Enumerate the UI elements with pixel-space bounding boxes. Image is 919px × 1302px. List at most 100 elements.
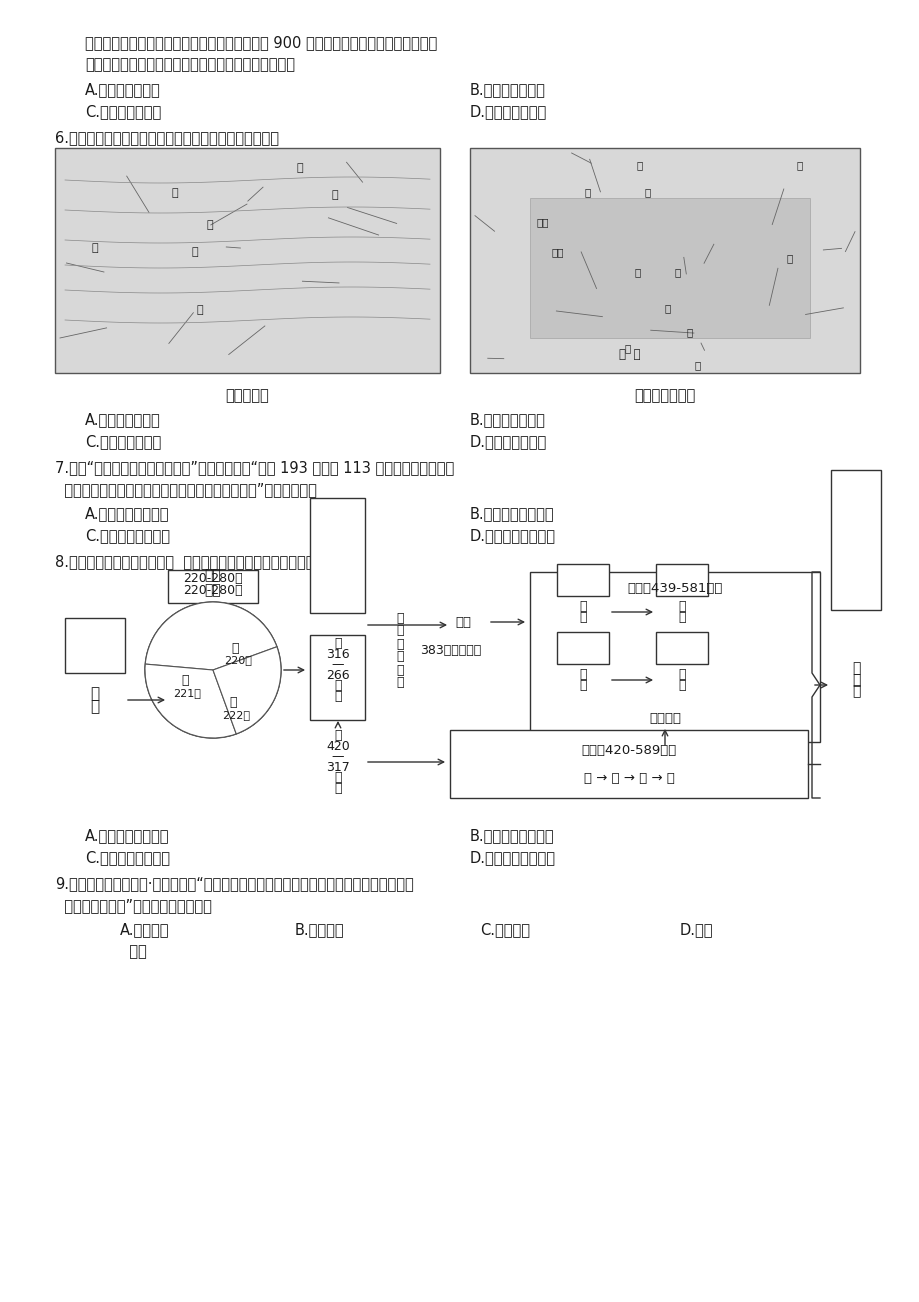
Text: 代: 代 bbox=[636, 160, 642, 171]
Text: 齐: 齐 bbox=[677, 600, 685, 613]
Text: 魏: 魏 bbox=[579, 668, 586, 681]
Text: D.穷兵黏武的政策: D.穷兵黏武的政策 bbox=[470, 104, 547, 118]
Text: 上: 上 bbox=[644, 187, 651, 197]
Text: 周: 周 bbox=[677, 668, 685, 681]
Wedge shape bbox=[213, 647, 280, 734]
Wedge shape bbox=[145, 664, 236, 738]
Text: 东: 东 bbox=[579, 611, 586, 624]
Text: D.中央集权面临挑战: D.中央集权面临挑战 bbox=[470, 529, 555, 543]
Text: 长: 长 bbox=[634, 267, 641, 277]
Text: 东: 东 bbox=[90, 699, 99, 713]
Text: 南北对峙: 南北对峙 bbox=[648, 711, 680, 724]
Text: B.豪强把控地方政权: B.豪强把控地方政权 bbox=[470, 506, 554, 521]
Bar bbox=[65, 617, 125, 673]
Text: 北: 北 bbox=[396, 664, 403, 677]
Text: 一: 一 bbox=[851, 661, 859, 676]
Text: 南: 南 bbox=[624, 342, 630, 353]
Text: 7.汉初“私铸錢盛行，錢法很乱。”针对此情况，“自前 193 年至前 113 年，錢法变了九次，: 7.汉初“私铸錢盛行，錢法很乱。”针对此情况，“自前 193 年至前 113 年… bbox=[55, 460, 454, 475]
Text: 魏: 魏 bbox=[207, 220, 213, 230]
Text: 不能济事，成为暴政！据此可知，秦朝灭亡重要因素是: 不能济事，成为暴政！据此可知，秦朝灭亡重要因素是 bbox=[85, 57, 295, 72]
Text: 420: 420 bbox=[325, 740, 349, 753]
Wedge shape bbox=[145, 602, 277, 671]
Text: A.从城市国家到中华: A.从城市国家到中华 bbox=[85, 828, 169, 842]
Text: 方: 方 bbox=[396, 677, 403, 690]
Bar bbox=[311, 497, 365, 612]
Text: 220-280年: 220-280年 bbox=[183, 583, 243, 596]
Text: B.农商皆本: B.农商皆本 bbox=[295, 922, 345, 937]
Text: 383年淧水之战: 383年淧水之战 bbox=[420, 643, 481, 656]
Text: 吴: 吴 bbox=[786, 253, 792, 263]
Text: 三国: 三国 bbox=[204, 568, 221, 582]
Text: C.中华的繁盛与开放: C.中华的繁盛与开放 bbox=[85, 850, 170, 865]
Text: 317: 317 bbox=[325, 760, 349, 773]
Text: 北: 北 bbox=[677, 678, 685, 691]
Text: 221年: 221年 bbox=[173, 687, 200, 698]
Bar bbox=[556, 631, 608, 664]
Text: 北: 北 bbox=[677, 611, 685, 624]
Text: 魏: 魏 bbox=[579, 600, 586, 613]
Text: 北服（439-581年）: 北服（439-581年） bbox=[627, 582, 722, 595]
Text: D.草原征服者的悲歌: D.草原征服者的悲歌 bbox=[470, 850, 555, 865]
Text: A.战国七雄的复国: A.战国七雄的复国 bbox=[85, 411, 161, 427]
Text: 韩: 韩 bbox=[191, 247, 199, 256]
Text: 江: 江 bbox=[664, 303, 670, 312]
Text: 宋 → 齐 → 梁 → 陈: 宋 → 齐 → 梁 → 陈 bbox=[583, 772, 674, 785]
Text: 一: 一 bbox=[396, 651, 403, 664]
Text: C.国家治理的滞后: C.国家治理的滞后 bbox=[85, 104, 161, 118]
Text: B.中华的分裂和扩大: B.中华的分裂和扩大 bbox=[470, 828, 554, 842]
Bar bbox=[655, 631, 708, 664]
Text: 220年: 220年 bbox=[224, 655, 252, 665]
Text: D.郡县制度的废除: D.郡县制度的废除 bbox=[470, 434, 547, 449]
Text: 西: 西 bbox=[334, 690, 341, 703]
Text: 齐: 齐 bbox=[332, 190, 338, 201]
Text: 燕: 燕 bbox=[296, 163, 303, 173]
Text: 9.贾思勰在《齐民要术·序》中说：“舍本逐末，贤哲所非，日富岁贫，饥寒之渐，故商贾之: 9.贾思勰在《齐民要术·序》中说：“舍本逐末，贤哲所非，日富岁贫，饥寒之渐，故商… bbox=[55, 876, 414, 891]
Text: 燕: 燕 bbox=[796, 160, 802, 171]
Text: 战国七雄图: 战国七雄图 bbox=[225, 388, 268, 404]
Text: 统: 统 bbox=[396, 638, 403, 651]
Text: 年: 年 bbox=[334, 637, 341, 650]
Text: 越: 越 bbox=[694, 359, 700, 370]
Text: A.重农抑商: A.重农抑商 bbox=[119, 922, 169, 937]
Circle shape bbox=[145, 602, 280, 738]
Bar bbox=[655, 564, 708, 596]
Text: 秦: 秦 bbox=[92, 243, 98, 253]
Bar bbox=[529, 198, 809, 339]
Text: 沿袭旧制。地处安徽、河南交界的陈胜、吴广等 900 农民北成渔阳，连同往返，非数月: 沿袭旧制。地处安徽、河南交界的陈胜、吴广等 900 农民北成渔阳，连同往返，非数… bbox=[85, 35, 437, 49]
Bar bbox=[311, 634, 365, 720]
Bar bbox=[556, 564, 608, 596]
Text: 西汉初年形势图: 西汉初年形势图 bbox=[634, 388, 695, 404]
Text: 越: 越 bbox=[686, 327, 692, 337]
Text: 赵: 赵 bbox=[172, 187, 178, 198]
Bar bbox=[830, 470, 880, 611]
Text: 6.历史地图蕴含丰富的信息。下列两图的变化反映了人。: 6.历史地图蕴含丰富的信息。下列两图的变化反映了人。 bbox=[55, 130, 278, 145]
Text: 三国: 三国 bbox=[204, 583, 221, 598]
Text: 316: 316 bbox=[326, 648, 349, 660]
Text: 北魏: 北魏 bbox=[455, 616, 471, 629]
Text: 北: 北 bbox=[584, 187, 591, 197]
Text: 220-280年: 220-280年 bbox=[183, 572, 243, 585]
Text: 魏: 魏 bbox=[231, 642, 239, 655]
Text: 前: 前 bbox=[396, 612, 403, 625]
Text: —: — bbox=[332, 750, 344, 763]
Text: 南朝（420-589年）: 南朝（420-589年） bbox=[581, 743, 675, 756]
Text: 222年: 222年 bbox=[221, 710, 250, 720]
Text: 沙: 沙 bbox=[675, 267, 680, 277]
Text: 蜀: 蜀 bbox=[181, 673, 188, 686]
Text: 年: 年 bbox=[334, 729, 341, 742]
Bar bbox=[449, 730, 807, 798]
Text: 汉中: 汉中 bbox=[536, 217, 549, 227]
Text: 东: 东 bbox=[334, 781, 341, 794]
Bar bbox=[529, 572, 819, 742]
Bar bbox=[168, 570, 257, 603]
Text: 统: 统 bbox=[851, 673, 859, 687]
Text: 吴: 吴 bbox=[229, 695, 236, 708]
Text: —: — bbox=[332, 659, 344, 672]
Text: 巴郡: 巴郡 bbox=[551, 247, 563, 256]
Text: C.重义轻利: C.重义轻利 bbox=[480, 922, 529, 937]
Text: 隆: 隆 bbox=[851, 685, 859, 698]
Text: A.沿袍宗法分封制: A.沿袍宗法分封制 bbox=[85, 82, 161, 98]
Text: 西: 西 bbox=[579, 678, 586, 691]
Text: 晋: 晋 bbox=[334, 771, 341, 784]
Text: 楚: 楚 bbox=[197, 305, 203, 315]
